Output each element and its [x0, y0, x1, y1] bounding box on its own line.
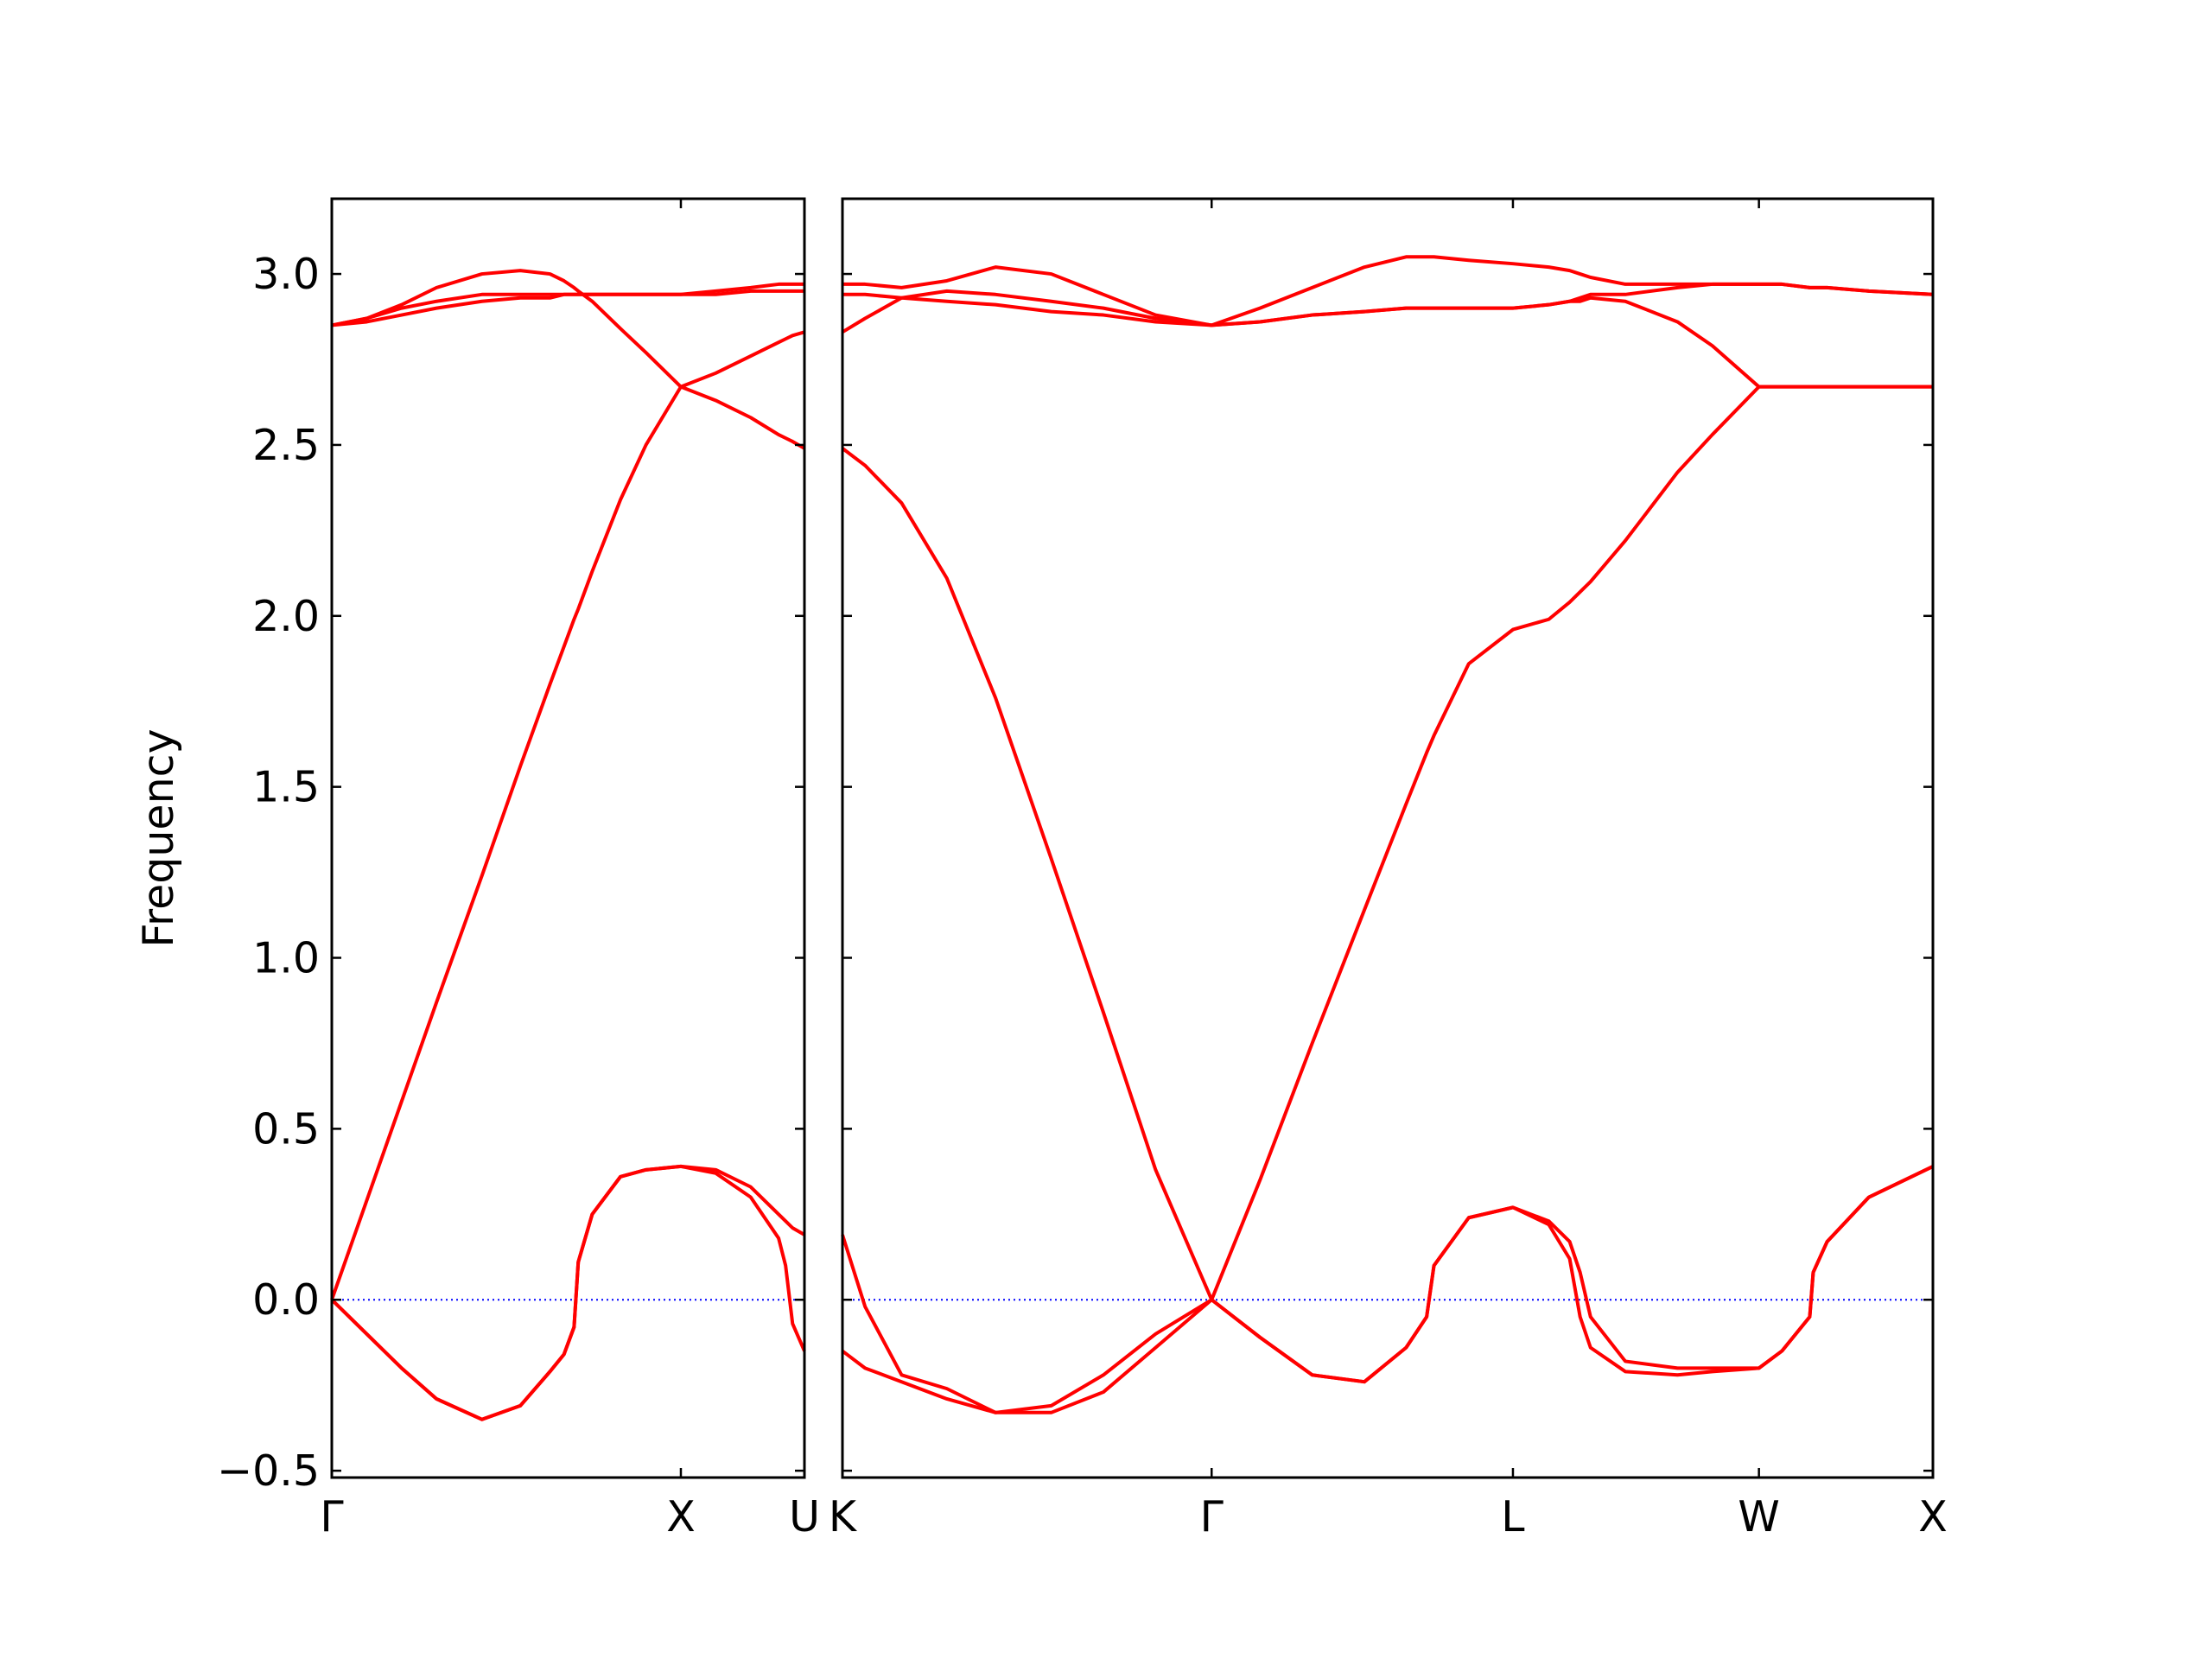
x-tick-label: X — [666, 1492, 696, 1541]
x-tick-label: L — [1501, 1492, 1525, 1541]
x-tick-label: Γ — [320, 1492, 344, 1541]
band-line — [330, 1164, 806, 1421]
y-tick-label: 2.0 — [252, 592, 320, 641]
y-tick-label: 1.0 — [252, 934, 320, 983]
band-line — [330, 385, 805, 1300]
y-tick-label: 2.5 — [252, 421, 320, 470]
band-line — [841, 1165, 1934, 1414]
y-tick-label: −0.5 — [217, 1446, 320, 1496]
y-tick-label: 0.5 — [252, 1104, 320, 1154]
plot-frame — [330, 197, 806, 1479]
y-tick-label: 0.0 — [252, 1275, 320, 1325]
band-line — [841, 385, 1933, 1302]
y-axis-label: Frequency — [134, 728, 183, 947]
x-tick-label: Γ — [1200, 1492, 1224, 1541]
x-tick-label: W — [1738, 1492, 1779, 1541]
band-line — [841, 1165, 1934, 1414]
band-line — [330, 1164, 805, 1421]
y-tick-label: 3.0 — [252, 250, 320, 299]
band-line — [842, 255, 1934, 327]
x-tick-label: X — [1918, 1492, 1948, 1541]
x-tick-label: U — [789, 1492, 820, 1541]
band-line — [331, 289, 804, 327]
y-tick-label: 1.5 — [252, 763, 320, 812]
plot-frame — [841, 197, 1935, 1479]
x-tick-label: K — [829, 1492, 858, 1541]
